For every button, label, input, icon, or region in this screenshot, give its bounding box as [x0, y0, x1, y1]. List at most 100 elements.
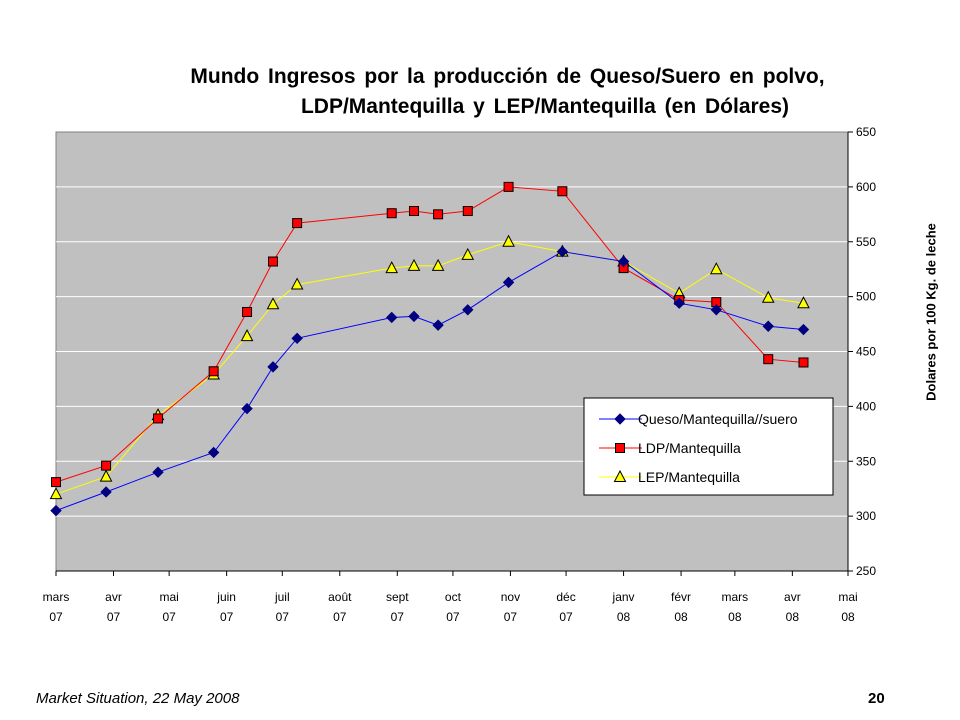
chart-title-line1: Mundo Ingresos por la producción de Ques… [190, 65, 825, 88]
data-point-diamond [50, 504, 62, 517]
data-point-square [51, 477, 61, 488]
x-tick-label-year: 07 [162, 610, 176, 624]
x-tick-label-year: 07 [276, 610, 290, 624]
x-tick-label-month: avr [105, 590, 122, 604]
data-point-triangle [461, 247, 475, 260]
data-point-diamond [762, 320, 774, 332]
x-tick-label-year: 08 [728, 610, 742, 624]
data-point-diamond [673, 297, 685, 309]
x-tick-label-year: 08 [786, 610, 800, 624]
legend-marker [615, 443, 625, 453]
x-tick-label-month: avr [784, 590, 801, 604]
data-point-square [153, 413, 164, 424]
x-tick-label-month: mai [159, 590, 178, 604]
data-point-triangle [502, 234, 515, 247]
y-tick-label: 250 [856, 564, 876, 578]
footer-page-number: 20 [868, 690, 885, 707]
data-point-triangle [49, 487, 63, 500]
data-point-triangle [797, 296, 810, 309]
data-point-triangle [407, 258, 421, 271]
data-point-diamond [502, 276, 515, 289]
data-point-triangle [99, 469, 113, 482]
data-point-square [408, 206, 419, 217]
x-tick-label-month: mars [722, 590, 749, 604]
x-tick-label-year: 08 [841, 610, 855, 624]
data-point-triangle [431, 258, 445, 271]
data-point-square [462, 206, 473, 217]
data-point-square [292, 218, 303, 229]
y-axis-label-text: Dolares por 100 Kg. de leche [923, 223, 939, 401]
y-tick-label: 300 [856, 509, 876, 523]
data-point-diamond [291, 332, 303, 345]
data-point-diamond [241, 402, 253, 415]
y-tick-label: 450 [856, 345, 876, 359]
data-point-triangle [761, 290, 775, 303]
data-point-diamond [432, 319, 444, 331]
y-tick-label: 500 [856, 290, 876, 304]
x-tick-label-year: 07 [107, 610, 121, 624]
x-tick-label-month: août [328, 590, 352, 604]
x-tick-label-year: 07 [391, 610, 405, 624]
x-tick-label-year: 07 [49, 610, 63, 624]
data-point-diamond [207, 446, 220, 459]
y-tick-label: 600 [856, 180, 876, 194]
x-tick-label-month: mars [43, 590, 70, 604]
data-point-square [101, 460, 112, 471]
footer-source: Market Situation, 22 May 2008 [36, 690, 240, 707]
chart-title-line2: LDP/Mantequilla y LEP/Mantequilla (en Dó… [300, 95, 790, 118]
data-point-diamond [152, 466, 164, 478]
x-tick-label-month: févr [671, 590, 691, 604]
legend-label: LDP/Mantequilla [638, 440, 741, 456]
data-point-diamond [556, 245, 569, 258]
series-line-square [55, 186, 804, 483]
data-point-diamond [710, 304, 723, 316]
x-tick-label-year: 07 [559, 610, 573, 624]
y-tick-label: 350 [856, 454, 876, 468]
data-point-square [763, 354, 774, 365]
legend-marker [614, 413, 626, 425]
y-tick-label: 400 [856, 399, 876, 413]
x-tick-label-year: 07 [333, 610, 347, 624]
data-point-diamond [267, 361, 279, 373]
x-tick-label-year: 07 [220, 610, 234, 624]
x-tick-label-year: 08 [674, 610, 688, 624]
legend-label: LEP/Mantequilla [638, 469, 740, 485]
chart-title: Mundo Ingresos por la producción de Ques… [0, 62, 960, 122]
data-point-triangle [240, 329, 254, 342]
data-point-diamond [617, 255, 630, 268]
data-point-square [268, 256, 279, 267]
data-point-triangle [709, 262, 723, 275]
y-tick-label: 650 [856, 125, 876, 139]
x-tick-label-month: juil [274, 590, 290, 604]
x-tick-label-month: nov [501, 590, 520, 604]
data-point-square [386, 208, 397, 219]
x-tick-label-month: janv [612, 590, 635, 604]
data-point-diamond [797, 323, 810, 336]
x-tick-label-year: 07 [504, 610, 518, 624]
x-tick-label-month: oct [445, 590, 462, 604]
x-tick-label-year: 07 [446, 610, 460, 624]
data-point-triangle [385, 261, 399, 274]
data-point-diamond [462, 304, 474, 316]
legend-box [583, 397, 834, 496]
data-point-square [557, 186, 568, 197]
data-point-triangle [290, 277, 304, 290]
data-point-square [242, 306, 253, 317]
data-point-diamond [100, 486, 112, 498]
data-point-square [208, 366, 219, 377]
y-tick-label: 550 [856, 235, 876, 249]
legend-label: Queso/Mantequilla//suero [638, 411, 798, 427]
data-point-diamond [386, 311, 398, 324]
x-tick-label-year: 08 [617, 610, 631, 624]
data-point-square [433, 209, 444, 220]
data-point-square [503, 181, 514, 192]
x-tick-label-month: juin [216, 590, 236, 604]
x-tick-label-month: mai [838, 590, 857, 604]
series-line-diamond [55, 251, 804, 512]
x-tick-label-month: sept [386, 590, 409, 604]
data-point-square [798, 357, 809, 368]
legend-marker [613, 469, 627, 482]
series-line-triangle [55, 241, 804, 495]
data-point-diamond [408, 310, 420, 323]
